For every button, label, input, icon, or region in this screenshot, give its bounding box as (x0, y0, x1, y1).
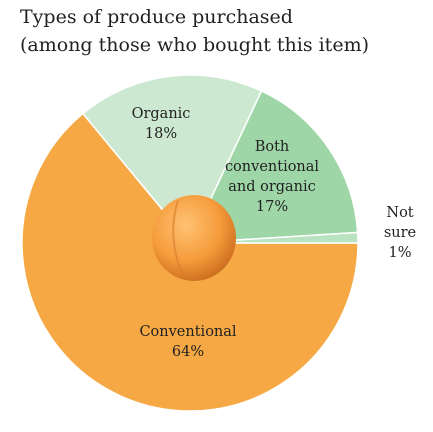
apricot-image (152, 195, 236, 281)
pie-slice (188, 89, 359, 244)
slice-label: Both conventional and organic 17% (212, 137, 332, 217)
slice-label: Conventional 64% (118, 322, 258, 362)
category-label: Both conventional and organic (224, 139, 320, 195)
category-label: Organic (131, 106, 191, 122)
value-label: 64% (171, 344, 205, 360)
pie-slice (81, 74, 263, 245)
slice-label: Not sure 1% (378, 203, 423, 263)
value-label: 1% (388, 245, 412, 261)
slice-label: Organic 18% (116, 104, 206, 144)
category-label: Conventional (139, 324, 237, 340)
chart-subtitle: (among those who bought this item) (20, 34, 369, 56)
value-label: 17% (255, 199, 289, 215)
chart-title: Types of produce purchased (20, 6, 293, 28)
category-label: Not sure (383, 205, 417, 241)
value-label: 18% (144, 126, 178, 142)
